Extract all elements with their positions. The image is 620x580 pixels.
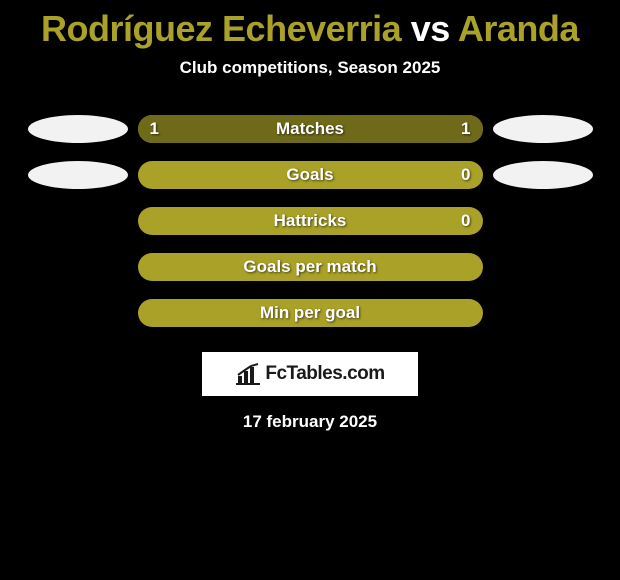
- stat-value-right: 1: [461, 119, 470, 139]
- bar-fill-left: [138, 115, 311, 143]
- bar-track: [138, 207, 483, 235]
- player-marker-left: [28, 161, 128, 189]
- stat-row: Min per goal: [0, 290, 620, 336]
- stat-bar: Goals per match: [138, 253, 483, 281]
- stat-row: 0Goals: [0, 152, 620, 198]
- stat-bar: 0Goals: [138, 161, 483, 189]
- stat-row: 11Matches: [0, 106, 620, 152]
- spacer: [28, 299, 128, 327]
- title-player1: Rodríguez Echeverria: [41, 8, 401, 49]
- stat-value-left: 1: [150, 119, 159, 139]
- bar-chart-icon: [235, 363, 261, 385]
- stats-rows: 11Matches0Goals0HattricksGoals per match…: [0, 106, 620, 336]
- stat-value-right: 0: [461, 165, 470, 185]
- stat-row: Goals per match: [0, 244, 620, 290]
- logo-box[interactable]: FcTables.com: [202, 352, 418, 396]
- player-marker-left: [28, 115, 128, 143]
- comparison-title: Rodríguez Echeverria vs Aranda: [41, 8, 579, 50]
- spacer: [493, 253, 593, 281]
- spacer: [28, 207, 128, 235]
- player-marker-right: [493, 161, 593, 189]
- bar-fill-right: [310, 115, 483, 143]
- bar-track: [138, 161, 483, 189]
- bar-track: [138, 253, 483, 281]
- player-marker-right: [493, 115, 593, 143]
- stat-bar: 0Hattricks: [138, 207, 483, 235]
- spacer: [493, 207, 593, 235]
- subtitle: Club competitions, Season 2025: [180, 58, 441, 78]
- date-line: 17 february 2025: [243, 412, 377, 432]
- stat-value-right: 0: [461, 211, 470, 231]
- title-player2: Aranda: [458, 8, 579, 49]
- stat-bar: 11Matches: [138, 115, 483, 143]
- spacer: [28, 253, 128, 281]
- stat-bar: Min per goal: [138, 299, 483, 327]
- bar-track: [138, 299, 483, 327]
- spacer: [493, 299, 593, 327]
- title-vs: vs: [411, 8, 450, 49]
- stat-row: 0Hattricks: [0, 198, 620, 244]
- logo-text: FcTables.com: [265, 363, 384, 385]
